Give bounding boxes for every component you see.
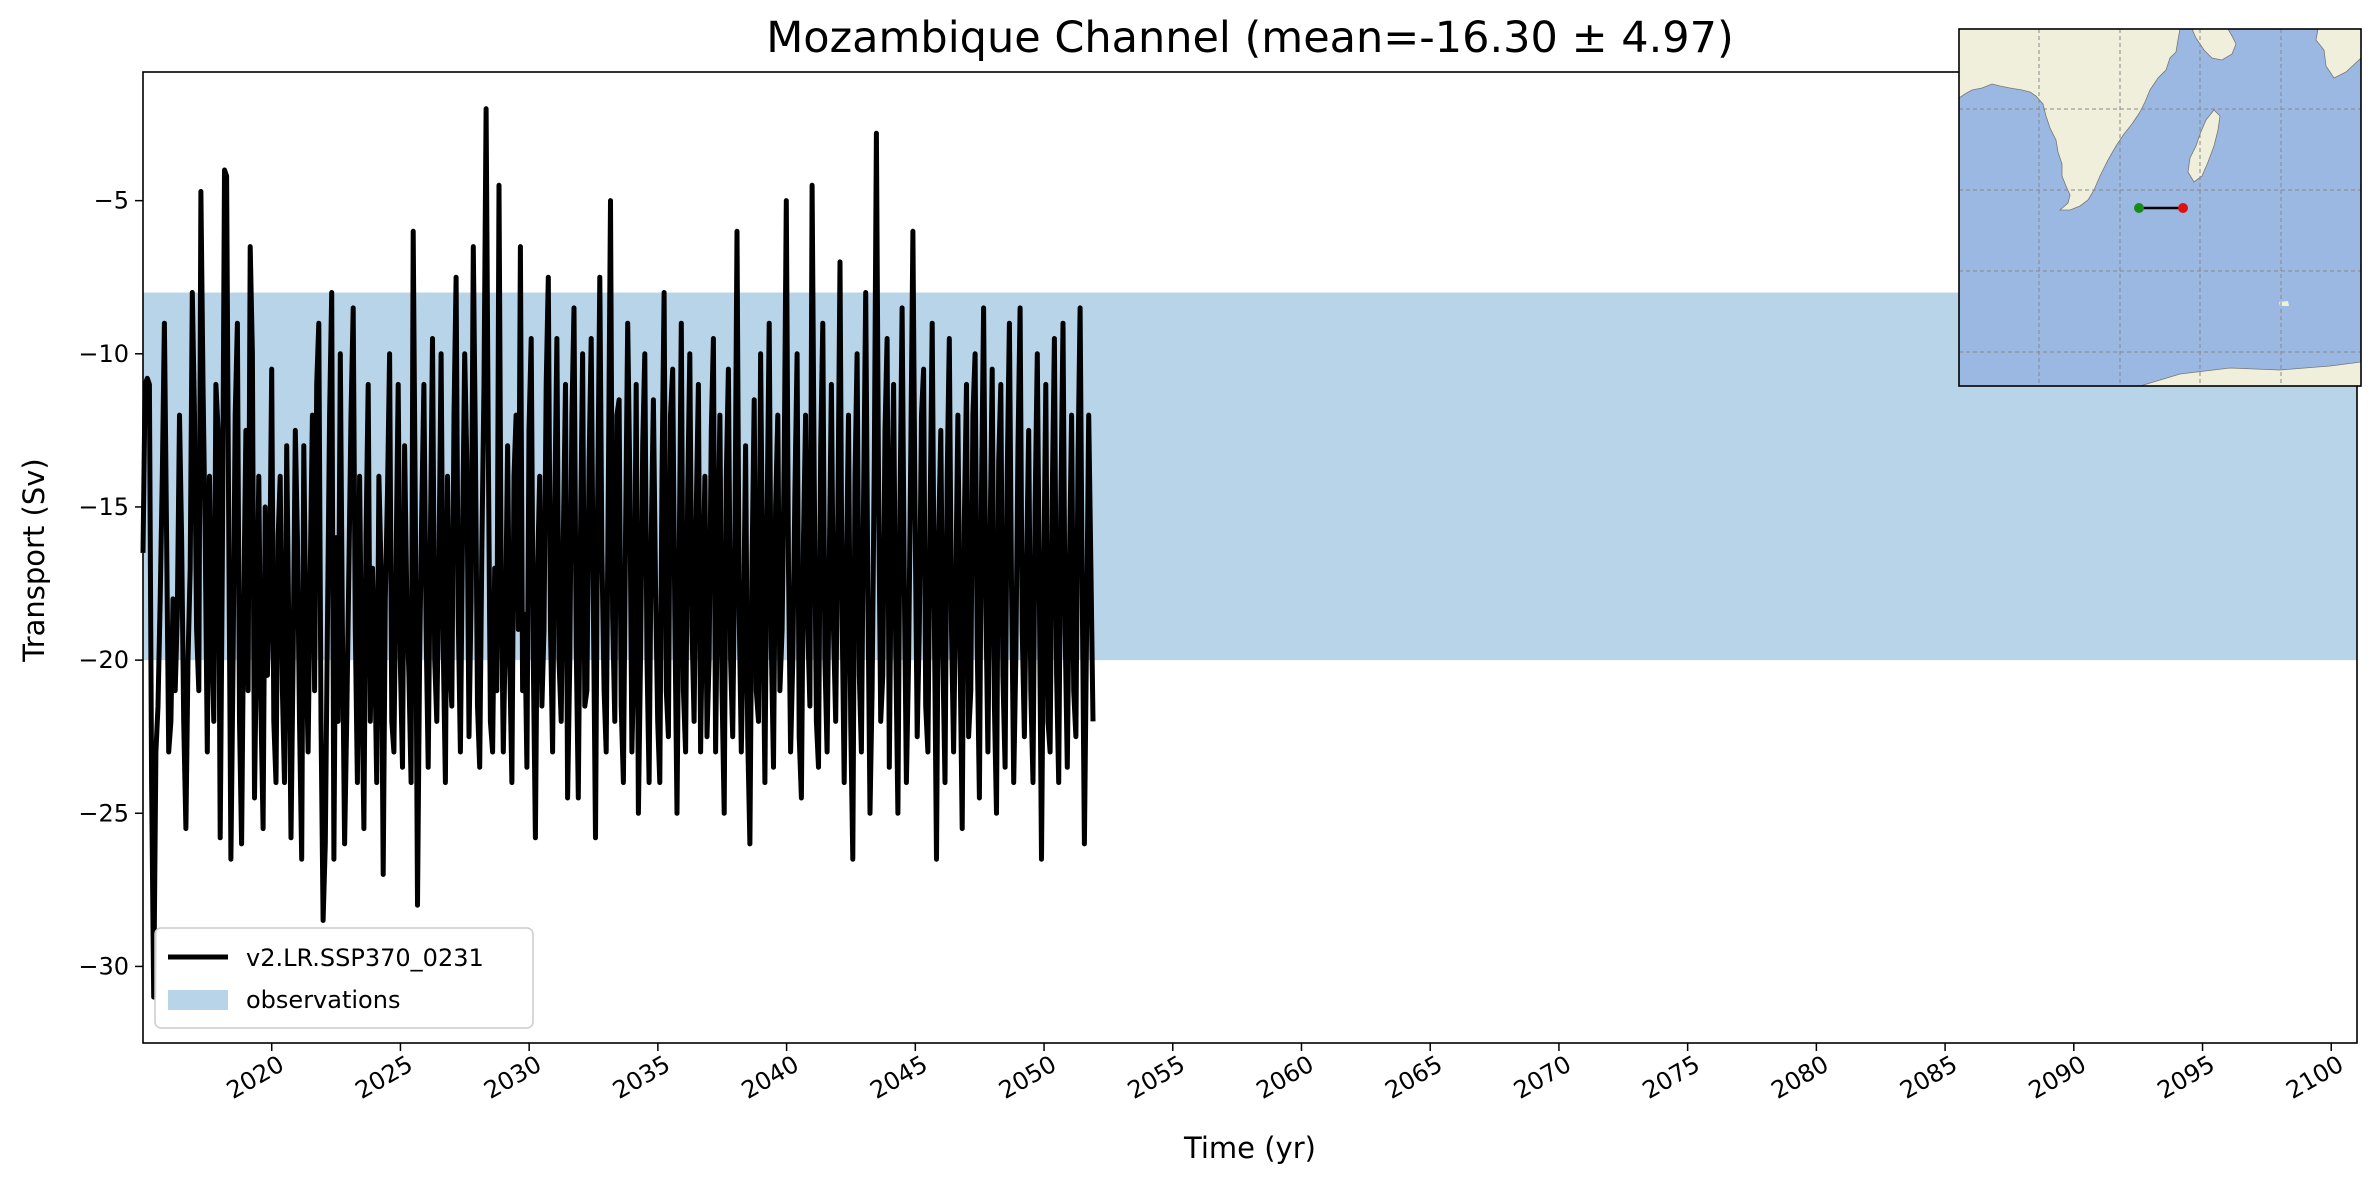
legend-label-observations: observations [246, 986, 400, 1014]
x-axis-ticks: 2020 2025 2030 2035 2040 2045 2050 2055 2060 2065… [222, 1043, 2348, 1105]
map-land-madagascar [2187, 109, 2221, 183]
x-tick-label: 2030 [479, 1050, 546, 1105]
y-tick-label: −20 [78, 646, 129, 674]
map-land-africa [1959, 29, 2181, 211]
x-tick-label: 2050 [994, 1050, 1061, 1105]
legend-box [154, 927, 534, 1029]
x-tick-label: 2070 [1509, 1050, 1576, 1105]
x-tick-label: 2090 [2024, 1050, 2091, 1105]
x-tick-label: 2035 [608, 1050, 675, 1105]
y-tick-label: −10 [78, 340, 129, 368]
y-tick-label: −15 [78, 493, 129, 521]
x-axis-label: Time (yr) [1183, 1131, 1316, 1165]
chart-title: Mozambique Channel (mean=-16.30 ± 4.97) [766, 13, 1734, 63]
map-section-start-point [2134, 203, 2144, 213]
x-tick-label: 2100 [2281, 1050, 2348, 1105]
legend-band-swatch [168, 990, 228, 1010]
map-gridlines [1959, 29, 2361, 386]
x-tick-label: 2025 [351, 1050, 418, 1105]
inset-map [1958, 28, 2362, 387]
y-tick-label: −25 [78, 799, 129, 827]
x-tick-label: 2080 [1766, 1050, 1833, 1105]
y-axis-ticks: −5 −10 −15 −20 −25 −30 [78, 187, 143, 980]
x-tick-label: 2045 [865, 1050, 932, 1105]
x-tick-label: 2095 [2153, 1050, 2220, 1105]
x-tick-label: 2055 [1123, 1050, 1190, 1105]
legend-label-series: v2.LR.SSP370_0231 [246, 944, 484, 972]
x-tick-label: 2085 [1895, 1050, 1962, 1105]
y-axis-label: Transport (Sv) [17, 458, 51, 663]
inset-map-frame [1958, 28, 2362, 387]
x-tick-label: 2020 [222, 1050, 289, 1105]
plot-frame [142, 71, 2358, 1044]
x-tick-label: 2065 [1380, 1050, 1447, 1105]
x-tick-label: 2040 [737, 1050, 804, 1105]
legend: v2.LR.SSP370_0231 observations [154, 927, 534, 1029]
series-line-0 [140, 106, 1096, 1000]
map-land-antarctica [2139, 361, 2361, 386]
series-group [140, 106, 1096, 1000]
map-section-end-point [2178, 203, 2188, 213]
map-land-asia [2315, 29, 2361, 79]
y-tick-label: −30 [78, 952, 129, 980]
y-tick-label: −5 [94, 187, 129, 215]
x-tick-label: 2060 [1252, 1050, 1319, 1105]
x-tick-label: 2075 [1638, 1050, 1705, 1105]
